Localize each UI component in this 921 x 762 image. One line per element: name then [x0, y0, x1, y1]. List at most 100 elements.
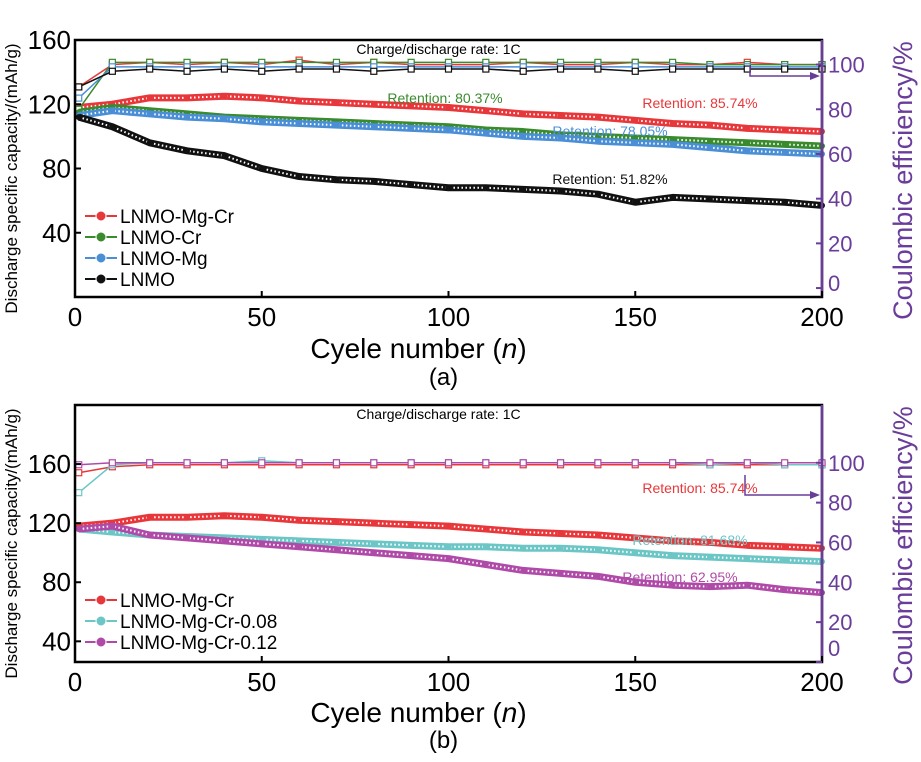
capacity-point	[146, 531, 153, 538]
capacity-point	[594, 114, 601, 121]
capacity-point	[706, 144, 713, 151]
efficiency-point	[75, 489, 83, 497]
legend-marker	[95, 273, 107, 285]
legend-marker	[95, 594, 107, 606]
capacity-point	[221, 512, 228, 519]
capacity-point	[557, 530, 564, 537]
efficiency-point	[220, 459, 228, 467]
retention-label: Retention: 62.95%	[622, 569, 737, 585]
x-axis-label-italic: n	[502, 333, 518, 364]
y-tick-label: 40	[42, 218, 71, 248]
capacity-point	[706, 138, 713, 145]
chart-panel-b: Retention: 85.74% LNMO-Mg-Cr Retention: 81…	[2, 403, 918, 754]
chart-panel-a: Retention: 85.74% LNMO-Mg-Cr Retention: 80…	[2, 25, 918, 391]
efficiency-point	[258, 67, 266, 75]
capacity-point	[520, 133, 527, 140]
efficiency-point	[668, 65, 677, 73]
capacity-point	[706, 196, 713, 203]
y-right-tick-label: 0	[828, 271, 840, 296]
y-tick-label: 120	[28, 89, 71, 119]
capacity-point	[258, 118, 265, 125]
rate-annotation: Charge/discharge rate: 1C	[356, 406, 520, 422]
capacity-point	[296, 173, 303, 180]
efficiency-point	[183, 67, 191, 75]
y-right-tick-label: 20	[828, 610, 852, 635]
capacity-point	[408, 102, 415, 109]
x-tick-label: 0	[68, 302, 82, 332]
capacity-point	[258, 94, 265, 101]
capacity-point	[482, 543, 489, 550]
panel-label: (a)	[429, 364, 458, 391]
legend-marker	[95, 231, 107, 243]
capacity-point	[333, 518, 340, 525]
capacity-point	[706, 583, 713, 590]
arrow-head-icon	[810, 491, 820, 499]
capacity-point	[744, 125, 751, 132]
capacity-point	[744, 197, 751, 204]
retention-label: Retention: 80.37%	[387, 90, 502, 106]
capacity-point	[669, 141, 676, 148]
capacity-point	[184, 514, 191, 521]
y-right-tick-label: 100	[828, 53, 865, 78]
capacity-point	[333, 176, 340, 183]
capacity-point	[408, 521, 415, 528]
efficiency-point	[706, 459, 714, 467]
rate-annotation: Charge/discharge rate: 1C	[356, 41, 520, 57]
capacity-point	[333, 122, 340, 129]
capacity-point	[781, 141, 788, 148]
capacity-point	[370, 101, 377, 108]
legend-label: LNMO	[120, 270, 175, 291]
efficiency-point	[295, 65, 303, 73]
efficiency-point	[594, 459, 602, 467]
x-tick-label: 100	[427, 302, 470, 332]
capacity-point	[296, 543, 303, 550]
y-tick-label: 80	[42, 154, 71, 184]
efficiency-point	[781, 459, 789, 467]
capacity-point	[594, 546, 601, 553]
capacity-point	[221, 152, 228, 159]
efficiency-point	[75, 94, 83, 102]
capacity-point	[632, 579, 639, 586]
capacity-point	[146, 514, 153, 521]
capacity-point	[370, 520, 377, 527]
efficiency-point	[668, 459, 677, 467]
capacity-point	[482, 561, 489, 568]
efficiency-point	[519, 459, 527, 467]
y-tick-label: 160	[28, 449, 71, 479]
capacity-point	[520, 545, 527, 552]
capacity-point	[520, 529, 527, 536]
efficiency-point	[370, 459, 378, 467]
capacity-point	[632, 534, 639, 541]
arrow-icon	[749, 66, 814, 77]
capacity-point	[744, 147, 751, 154]
legend-label: LNMO-Mg	[120, 249, 208, 270]
legend-marker	[95, 210, 107, 222]
y-axis-label: Discharge specific capacity/(mAh/g)	[2, 43, 21, 313]
efficiency-point	[108, 459, 116, 467]
retention-label: Retention: 51.82%	[552, 171, 667, 187]
x-axis-label-text: Cyele number (	[310, 697, 502, 728]
capacity-point	[109, 123, 116, 130]
efficiency-point	[183, 459, 191, 467]
capacity-point	[594, 191, 601, 198]
capacity-point	[184, 94, 191, 101]
efficiency-point	[220, 65, 228, 73]
legend-marker	[95, 615, 107, 627]
capacity-point	[296, 537, 303, 544]
y-right-tick-label: 100	[828, 451, 865, 476]
capacity-point	[109, 529, 116, 536]
efficiency-point	[482, 459, 490, 467]
efficiency-point	[332, 459, 341, 467]
y-tick-label: 40	[42, 626, 71, 656]
efficiency-point	[444, 65, 453, 73]
capacity-point	[296, 120, 303, 127]
capacity-point	[557, 134, 564, 141]
capacity-point	[781, 126, 788, 133]
panel-label: (b)	[429, 727, 458, 754]
efficiency-point	[556, 65, 565, 73]
capacity-point	[296, 517, 303, 524]
capacity-point	[482, 107, 489, 114]
efficiency-point	[556, 459, 565, 467]
y-tick-label: 120	[28, 508, 71, 538]
